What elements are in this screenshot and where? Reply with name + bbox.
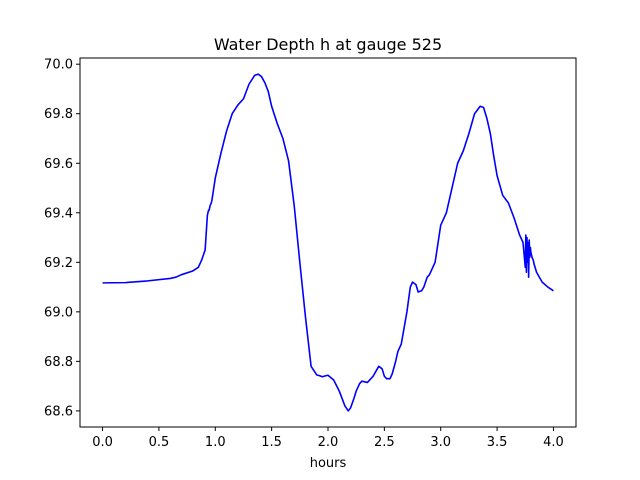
y-tick-label: 69.4 — [44, 206, 73, 221]
x-tick-label: 1.0 — [205, 435, 226, 450]
y-tick-label: 68.6 — [44, 404, 73, 419]
x-tick-label: 1.5 — [261, 435, 282, 450]
y-tick-label: 68.8 — [44, 355, 73, 370]
x-axis-label: hours — [310, 456, 347, 471]
x-tick-label: 3.5 — [487, 435, 508, 450]
x-tick-label: 0.0 — [92, 435, 113, 450]
x-tick-label: 2.5 — [374, 435, 395, 450]
y-axis: 68.6 68.8 69.0 69.2 69.4 69.6 69.8 70.0 — [44, 58, 80, 419]
x-tick-label: 2.0 — [318, 435, 339, 450]
y-tick-label: 69.8 — [44, 107, 73, 122]
x-tick-label: 0.5 — [149, 435, 170, 450]
y-tick-label: 70.0 — [44, 58, 73, 73]
y-tick-label: 69.0 — [44, 305, 73, 320]
x-axis: 0.0 0.5 1.0 1.5 2.0 2.5 3.0 3.5 4.0 — [92, 427, 564, 450]
axes-frame — [79, 57, 577, 428]
x-tick-label: 4.0 — [543, 435, 564, 450]
chart-title: Water Depth h at gauge 525 — [214, 35, 442, 54]
y-tick-label: 69.6 — [44, 157, 73, 172]
x-tick-label: 3.0 — [430, 435, 451, 450]
y-tick-label: 69.2 — [44, 256, 73, 271]
water-depth-series-line — [102, 73, 554, 412]
